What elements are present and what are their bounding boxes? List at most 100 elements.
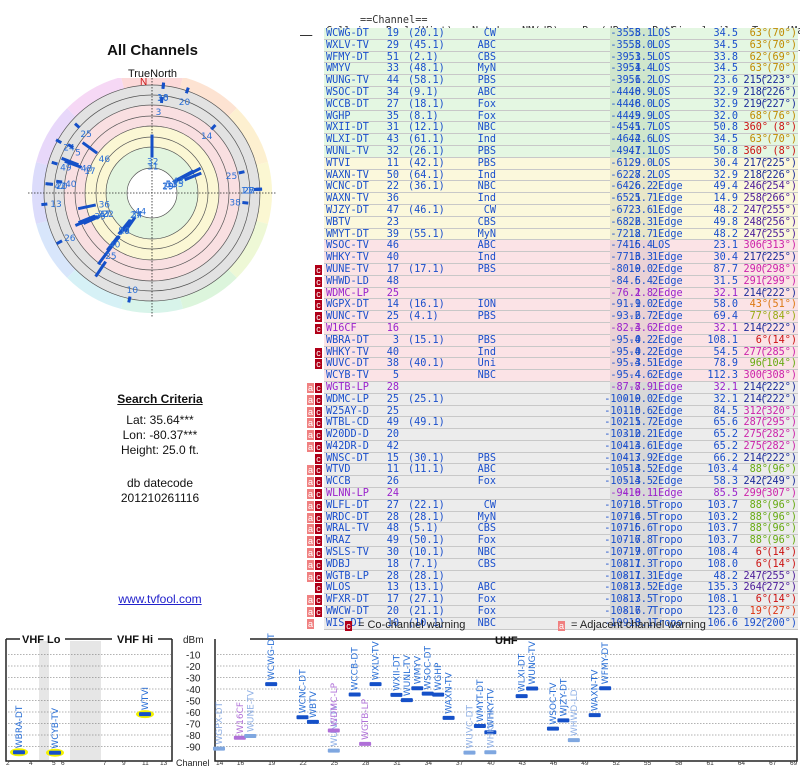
table-row[interactable]: c WHKY-TV 40 Ind -4.2 -95.0 2Edge 54.5 277° (285°… xyxy=(300,346,800,359)
table-row[interactable]: WXLV-TV 29 (45.1) ABC 55.0 -35.8 LOS 34.5 63° (70… xyxy=(300,39,800,52)
table-row[interactable]: WUNL-TV 32 (26.1) PBS 41.1 -49.7 LOS 50.8 360° (8… xyxy=(300,145,800,158)
station-spoke-label: 19 xyxy=(162,182,174,192)
table-row[interactable]: c WDMC-LP 25 2.8 -76.1 2Edge 32.1 214° (222°) xyxy=(300,287,800,300)
table-row[interactable]: WUNG-TV 44 (58.1) PBS 51.2 -39.6 LOS 23.6 215° (2… xyxy=(300,75,800,87)
table-row[interactable]: a c WDBJ 18 (7.1) CBS -17.3 -108.1 Tropo 108.0 6°(… xyxy=(300,558,800,571)
true-north-label: TrueNorth xyxy=(127,68,178,80)
table-row[interactable]: WMYV 33 (48.1) MyN 51.4 -39.4 LOS 34.5 63° (70°) xyxy=(300,63,800,76)
station-spoke-label: 27 xyxy=(130,211,141,221)
table-row[interactable]: a c WCCB 26 Fox -14.5 -105.3 2Edge 58.3 242° (249°… xyxy=(300,476,800,489)
table-row[interactable]: a c WTVD 11 (11.1) ABC -14.5 -105.3 2Edge 103.4 88… xyxy=(300,464,800,477)
table-row[interactable]: a c W20DD-D 20 -12.2 -103.0 1Edge 65.2 275° (282°… xyxy=(300,429,800,441)
distance-cell: 48.2 xyxy=(713,204,738,216)
co-channel-warning-badge: c xyxy=(315,524,322,535)
azimuth-magnetic-cell: (285°) xyxy=(760,346,797,358)
table-row[interactable]: WFMY-DT 51 (2.1) CBS 51.5 -39.3 LOS 33.8 62° (69°… xyxy=(300,51,800,64)
table-row[interactable]: a c W25AY-D 25 -10.6 -101.5 2Edge 84.5 312° (320°… xyxy=(300,405,800,418)
table-row[interactable]: WCYB-TV 5 NBC -4.6 -95.4 2Edge 112.3 300° (308°) xyxy=(300,370,800,382)
station-signal-label: WXII-DT xyxy=(392,654,402,691)
table-row[interactable]: a c WDMC-LP 25 (25.1) -10.0 -100.9 2Edge 32.1 214… xyxy=(300,393,800,406)
station-spoke xyxy=(94,260,107,278)
table-row[interactable]: a c W42DR-D 42 -13.6 -104.4 1Edge 65.2 275° (282°… xyxy=(300,440,800,453)
row-background xyxy=(324,193,798,205)
table-row[interactable]: c W16CF 16 -3.6 -82.4 2Edge 32.1 214° (222°) xyxy=(300,322,800,335)
table-row[interactable]: WXII-DT 31 (12.1) NBC 45.7 -45.1 LOS 50.8 360° (8… xyxy=(300,122,800,135)
table-row[interactable]: a c WLFL-DT 27 (22.1) CW -16.5 -107.3 Tropo 103.7… xyxy=(300,499,800,512)
nm-column-shade xyxy=(610,393,662,406)
table-row[interactable]: WJZY-DT 47 (46.1) CW 23.6 -67.3 1Edge 48.2 247°(… xyxy=(300,204,800,217)
path-cell: Tropo xyxy=(652,523,683,535)
callsign-cell: WUNE-TV xyxy=(326,263,369,275)
path-cell: LOS xyxy=(652,28,671,39)
table-row[interactable]: WCWG-DT 19 (20.1) CW 55.1 -35.8 LOS 34.5 63° (70°… xyxy=(300,28,800,40)
table-row[interactable]: c WUVC-DT 38 (40.1) Uni -4.5 -95.3 1Edge 78.9 96°… xyxy=(300,358,800,371)
network-cell: PBS xyxy=(477,452,496,464)
path-cell: LOS xyxy=(652,134,671,146)
azimuth-magnetic-cell: (14°) xyxy=(766,547,797,559)
y-tick-label: -50 xyxy=(186,697,201,708)
table-row[interactable]: a c WGTB-LP 28 (28.1) -17.3 -108.1 1Edge 48.2 247… xyxy=(300,570,800,583)
table-row[interactable]: a c WGTB-LP 28 -8.9 -87.7 1Edge 32.1 214° (222°) xyxy=(300,381,800,394)
distance-cell: 78.9 xyxy=(713,358,738,370)
station-signal-label: WCWG-DT xyxy=(267,633,277,680)
table-row[interactable]: WBTV 23 CBS 22.3 -68.6 1Edge 49.8 248° (256°) xyxy=(300,216,800,229)
azimuth-magnetic-cell: (222°) xyxy=(760,452,797,464)
power-cell: -64.6 xyxy=(610,181,641,193)
path-cell: 2Edge xyxy=(652,582,683,594)
noise-margin-cell: -4.6 xyxy=(628,370,653,382)
table-row[interactable]: WBRA-DT 3 (15.1) PBS -4.2 -95.0 2Edge 108.1 6° (1… xyxy=(300,334,800,347)
table-row[interactable]: WLXI-DT 43 (61.1) Ind 44.6 -46.2 LOS 34.5 63° (70… xyxy=(300,134,800,146)
table-row[interactable]: WCNC-DT 22 (36.1) NBC 26.2 -64.6 2Edge 49.4 246°… xyxy=(300,181,800,194)
path-cell: Tropo xyxy=(652,606,683,618)
table-row[interactable]: c WUNE-TV 17 (17.1) PBS 10.0 -80.9 2Edge 87.7 290… xyxy=(300,263,800,276)
nm-column-shade xyxy=(610,311,662,323)
distance-cell: 54.5 xyxy=(713,346,738,358)
table-row[interactable]: a c WLNN-LP 24 -16.1 -94.9 1Edge 85.5 299° (307°) xyxy=(300,488,800,500)
table-row[interactable]: a c WWCW-DT 20 (21.1) Fox -17.7 -108.6 Tropo 123.… xyxy=(300,606,800,618)
station-signal-label: WTVI xyxy=(141,687,151,710)
table-row[interactable]: WSOC-TV 46 ABC 16.4 -74.5 LOS 23.1 306° (313°) xyxy=(300,240,800,253)
real-channel-cell: 44 xyxy=(386,75,399,87)
callsign-cell: W25AY-D xyxy=(326,405,369,417)
table-row[interactable]: WAXN-TV 36 Ind 25.7 -65.1 1Edge 14.9 258° (266°) xyxy=(300,193,800,205)
table-row[interactable]: a c WTBL-CD 49 (49.1) -11.7 -102.5 2Edge 65.6 287… xyxy=(300,417,800,430)
network-cell: Fox xyxy=(477,606,496,618)
noise-margin-cell: -4.2 xyxy=(628,346,653,358)
azimuth-magnetic-cell: (70°) xyxy=(766,63,797,75)
noise-margin-cell: 29.0 xyxy=(628,157,653,169)
table-row[interactable]: a c WRAZ 49 (50.1) Fox -16.8 -107.7 Tropo 103.7 88… xyxy=(300,535,800,548)
co-channel-warning-badge: c xyxy=(315,512,322,523)
table-row[interactable]: c WUNC-TV 25 (4.1) PBS -2.7 -93.6 2Edge 69.4 77°(… xyxy=(300,311,800,323)
table-row[interactable]: a c WRAL-TV 48 (5.1) CBS -16.6 -107.5 Tropo 103.7… xyxy=(300,523,800,536)
table-row[interactable]: WCCB-DT 27 (18.1) Fox 46.0 -44.8 LOS 32.9 219° (2… xyxy=(300,98,800,111)
station-signal-label: WUNG-TV xyxy=(528,640,538,684)
distance-cell: 65.2 xyxy=(713,429,738,441)
table-row[interactable]: WHKY-TV 40 Ind 13.3 -77.6 1Edge 30.4 217° (225°) xyxy=(300,252,800,264)
table-row[interactable]: a c WFXR-DT 17 (27.1) Fox -17.5 -108.3 Tropo 108.… xyxy=(300,594,800,607)
azimuth-magnetic-cell: (320°) xyxy=(760,405,797,417)
callsign-cell: WJZY-DT xyxy=(326,204,369,216)
table-row[interactable]: c WGPX-DT 14 (16.1) ION -1.0 -91.9 2Edge 58.0 43°… xyxy=(300,299,800,312)
co-channel-legend-label: = Co-channel warning xyxy=(358,619,466,631)
table-row[interactable]: c WNSC-DT 15 (30.1) PBS -13.9 -104.7 2Edge 66.2 2… xyxy=(300,452,800,465)
table-row[interactable]: WMYT-DT 39 (55.1) MyN 18.7 -72.2 1Edge 48.2 247°… xyxy=(300,228,800,241)
network-cell: Fox xyxy=(477,476,496,488)
table-body: WCWG-DT 19 (20.1) CW 55.1 -35.8 LOS 34.5 63° (70°… xyxy=(300,28,800,630)
distance-cell: 65.2 xyxy=(713,440,738,452)
table-row[interactable]: c WHWD-LD 48 6.4 -84.5 2Edge 31.5 291° (299°) xyxy=(300,275,800,288)
path-cell: Tropo xyxy=(652,594,683,606)
nm-column-shade xyxy=(610,594,662,607)
noise-margin-cell: -17.5 xyxy=(622,582,653,594)
table-row[interactable]: a c WRDC-DT 28 (28.1) MyN -16.5 -107.4 Tropo 103.… xyxy=(300,511,800,524)
table-row[interactable]: c WLOS 13 (13.1) ABC -17.5 -108.3 2Edge 135.3 264… xyxy=(300,582,800,595)
co-channel-warning-badge: c xyxy=(315,394,322,405)
table-row[interactable]: WTVI 11 (42.1) PBS 29.0 -61.9 LOS 30.4 217° (225°… xyxy=(300,157,800,170)
table-row[interactable]: WSOC-DT 34 (9.1) ABC 46.9 -44.0 LOS 32.9 218° (22… xyxy=(300,86,800,99)
table-row[interactable]: WAXN-TV 50 (64.1) Ind 28.2 -62.7 LOS 32.9 218° (2… xyxy=(300,169,800,182)
tvfool-link[interactable]: www.tvfool.com xyxy=(118,592,202,606)
table-row[interactable]: WGHP 35 (8.1) Fox 45.9 -44.9 LOS 32.0 68° (76°) xyxy=(300,110,800,123)
row-background xyxy=(324,393,798,406)
station-signal-marker xyxy=(473,724,486,729)
callsign-cell: WCCB-DT xyxy=(326,98,369,110)
table-row[interactable]: a c WSLS-TV 30 (10.1) NBC -17.0 -107.9 Tropo 108.… xyxy=(300,547,800,559)
